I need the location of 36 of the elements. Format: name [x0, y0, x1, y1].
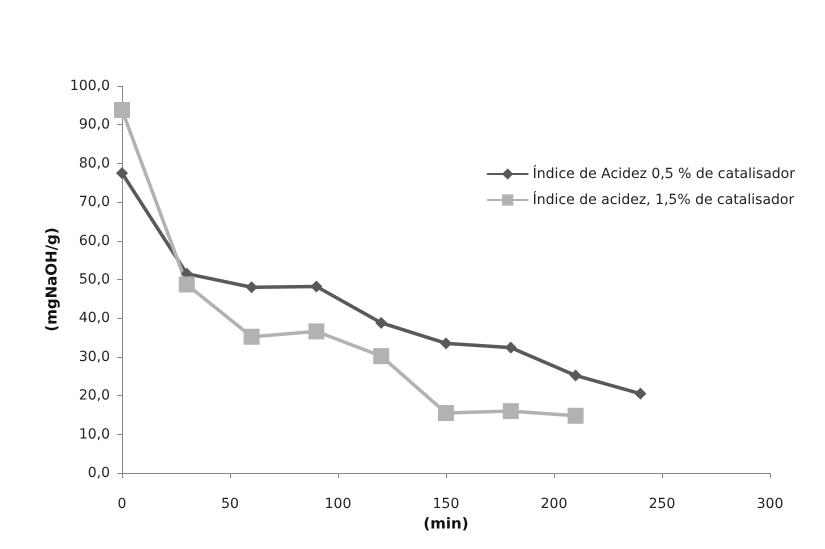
point	[504, 342, 517, 354]
point	[568, 408, 584, 424]
point	[375, 316, 388, 329]
y-tick-label: 40,0	[78, 310, 110, 326]
point	[373, 348, 390, 364]
y-tick-label: 90,0	[78, 116, 110, 133]
x-tick-label: 200	[540, 496, 568, 512]
y-tick-label: 30,0	[78, 348, 110, 365]
x-tick-label: 50	[221, 496, 239, 512]
y-tick-label: 100,0	[70, 78, 110, 94]
point	[308, 323, 324, 340]
point	[438, 405, 454, 422]
x-tick-label: 0	[118, 496, 126, 512]
y-tick-label: 20,0	[78, 388, 110, 404]
point	[570, 369, 582, 382]
point	[114, 102, 130, 118]
x-tick-label: 300	[756, 496, 784, 512]
point	[634, 388, 646, 400]
point	[116, 167, 128, 180]
point	[440, 337, 452, 350]
point	[178, 276, 195, 293]
y-tick-label: 70,0	[78, 194, 110, 210]
y-tick-label: 60,0	[78, 232, 110, 249]
legend-label: Índice de acidez, 1,5% de catalisador	[532, 191, 794, 208]
legend-label: Índice de Acidez 0,5 % de catalisador	[532, 165, 796, 182]
y-tick-label: 0,0	[88, 465, 110, 481]
y-axis-title: (mgNaOH/g)	[42, 227, 61, 332]
x-axis-title: (min)	[423, 514, 469, 532]
point	[502, 403, 519, 420]
x-tick-label: 250	[648, 496, 676, 512]
y-tick-label: 10,0	[78, 426, 110, 442]
y-tick-label: 80,0	[78, 155, 110, 172]
point	[244, 328, 260, 345]
x-tick-label: 100	[324, 496, 352, 512]
x-tick-label: 150	[432, 496, 460, 512]
y-tick-label: 50,0	[78, 272, 110, 288]
